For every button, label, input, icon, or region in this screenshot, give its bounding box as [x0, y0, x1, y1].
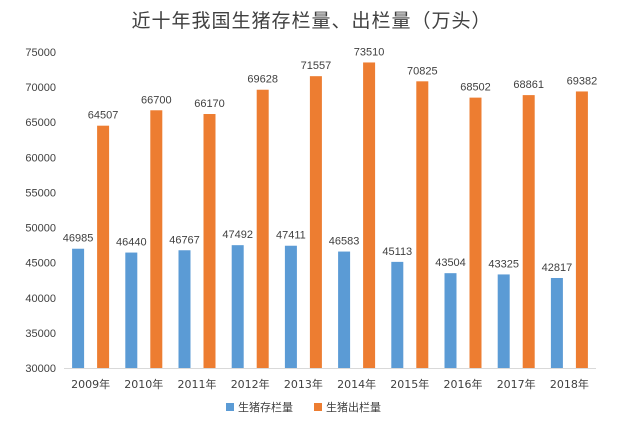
data-label: 46440 — [116, 237, 147, 249]
y-tick-label: 35000 — [25, 328, 56, 340]
y-tick-label: 45000 — [25, 258, 56, 270]
bar-slaughter — [522, 95, 535, 368]
y-tick-label: 70000 — [25, 82, 56, 94]
bar-inventory — [125, 252, 138, 368]
bar-inventory — [72, 248, 85, 368]
data-label: 71557 — [301, 60, 332, 72]
bar-inventory — [178, 250, 191, 368]
legend-label-slaughter: 生猪出栏量 — [326, 400, 381, 414]
x-tick-label: 2009年 — [71, 377, 110, 391]
y-tick-label: 60000 — [25, 152, 56, 164]
data-label: 70825 — [407, 65, 438, 77]
y-tick-label: 40000 — [25, 293, 56, 305]
x-tick-label: 2015年 — [390, 377, 429, 391]
bar-inventory — [284, 245, 297, 368]
y-tick-label: 75000 — [25, 47, 56, 59]
bar-slaughter — [150, 110, 163, 368]
legend-swatch-slaughter — [314, 403, 322, 411]
data-label: 66170 — [194, 98, 225, 110]
y-tick-label: 30000 — [25, 363, 56, 375]
bar-slaughter — [256, 89, 269, 368]
bar-inventory — [550, 277, 563, 368]
y-tick-label: 55000 — [25, 187, 56, 199]
legend-swatch-inventory — [226, 403, 234, 411]
x-tick-label: 2017年 — [497, 377, 536, 391]
data-label: 68502 — [460, 82, 491, 94]
data-label: 43325 — [488, 258, 519, 270]
y-tick-label: 50000 — [25, 223, 56, 235]
x-tick-label: 2018年 — [550, 377, 589, 391]
x-tick-label: 2012年 — [231, 377, 270, 391]
x-tick-label: 2014年 — [337, 377, 376, 391]
data-label: 68861 — [513, 79, 544, 91]
data-label: 45113 — [382, 246, 412, 258]
bar-inventory — [444, 273, 457, 368]
data-label: 66700 — [141, 94, 172, 106]
data-label: 73510 — [354, 46, 385, 58]
chart-bars — [72, 62, 588, 369]
data-label: 47492 — [222, 229, 253, 241]
bar-inventory — [231, 245, 244, 368]
bar-slaughter — [363, 62, 376, 369]
data-label: 46985 — [63, 233, 94, 245]
bar-slaughter — [203, 114, 216, 368]
bar-slaughter — [416, 81, 429, 368]
data-label: 43504 — [435, 257, 466, 269]
bar-inventory — [338, 251, 351, 368]
data-label: 46583 — [329, 236, 360, 248]
bar-slaughter — [575, 91, 588, 369]
data-label: 47411 — [276, 230, 306, 242]
data-label: 42817 — [542, 262, 573, 274]
chart-legend: 生猪存栏量 生猪出栏量 — [226, 400, 381, 414]
bar-slaughter — [309, 76, 322, 368]
x-tick-label: 2010年 — [124, 377, 163, 391]
data-label: 46767 — [169, 234, 200, 246]
x-tick-label: 2011年 — [178, 377, 217, 391]
bar-inventory — [497, 274, 510, 368]
data-labels: 46985 64507 46440 66700 46767 66170 47492 69628… — [63, 46, 597, 274]
legend-label-inventory: 生猪存栏量 — [238, 400, 293, 414]
data-label: 64507 — [88, 110, 119, 122]
x-tick-label: 2013年 — [284, 377, 323, 391]
data-label: 69628 — [247, 74, 278, 86]
y-tick-label: 65000 — [25, 117, 56, 129]
chart-title: 近十年我国生猪存栏量、出栏量（万头） — [131, 10, 492, 32]
bar-inventory — [391, 261, 404, 368]
data-label: 69382 — [567, 75, 598, 87]
bar-slaughter — [97, 125, 110, 369]
bar-slaughter — [469, 97, 482, 368]
chart-axes: 30000 35000 40000 45000 50000 55000 60000 65000… — [25, 47, 596, 391]
x-tick-label: 2016年 — [444, 377, 483, 391]
